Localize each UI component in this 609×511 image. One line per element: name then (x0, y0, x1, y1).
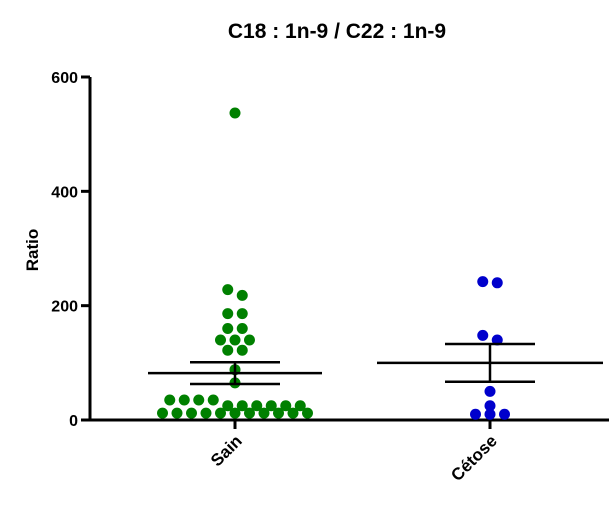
data-point (477, 329, 489, 341)
data-point (222, 344, 234, 356)
data-point (236, 308, 248, 320)
data-point (499, 408, 510, 420)
data-point (484, 385, 496, 397)
data-point (193, 394, 205, 406)
data-point (222, 284, 234, 296)
x-tick-label: Cétose (447, 431, 501, 485)
data-point (287, 407, 299, 419)
data-point (229, 334, 241, 346)
data-point (222, 308, 234, 320)
data-point (244, 407, 255, 419)
data-point (251, 400, 263, 412)
data-point (273, 407, 284, 419)
chart-title: C18 : 1n-9 / C22 : 1n-9 (228, 20, 446, 43)
data-point (215, 334, 226, 346)
data-point (229, 107, 241, 119)
y-tick-label: 400 (51, 184, 78, 201)
data-point (157, 407, 168, 419)
data-point (491, 334, 503, 346)
data-point (215, 407, 226, 419)
data-point (207, 394, 219, 406)
data-point (294, 400, 306, 412)
data-point (265, 400, 277, 412)
y-tick-label: 0 (69, 413, 78, 430)
data-point (186, 407, 197, 419)
data-point (236, 289, 248, 301)
data-point (222, 323, 234, 335)
data-point (200, 407, 212, 419)
data-point (236, 400, 248, 412)
data-point (229, 407, 241, 419)
x-tick-label: Sain (207, 431, 246, 470)
data-point (164, 394, 176, 406)
data-point (477, 276, 489, 288)
y-tick-label: 200 (51, 299, 78, 316)
data-point (280, 400, 292, 412)
data-point (222, 400, 234, 412)
y-tick-label: 600 (51, 70, 78, 87)
data-point (302, 407, 313, 419)
data-point (470, 408, 481, 420)
y-axis-label: Ratio (23, 229, 42, 272)
data-point (178, 394, 190, 406)
data-point (236, 344, 248, 356)
data-point (491, 277, 503, 289)
data-point (171, 407, 183, 419)
data-point (236, 323, 248, 335)
data-point (484, 400, 496, 412)
data-point (484, 408, 496, 420)
data-point (258, 407, 270, 419)
data-point (244, 334, 255, 346)
